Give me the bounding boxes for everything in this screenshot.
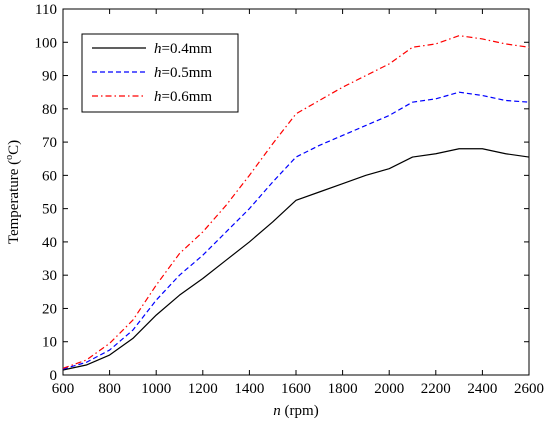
x-axis-title: n (rpm) xyxy=(273,403,318,419)
y-tick-label: 30 xyxy=(42,268,57,284)
y-tick-label: 90 xyxy=(42,69,57,85)
x-axis-variable: n xyxy=(273,403,281,419)
x-tick-label: 1800 xyxy=(328,381,358,397)
y-tick-label: 50 xyxy=(42,202,57,218)
x-axis-unit: (rpm) xyxy=(281,403,319,419)
x-tick-label: 2000 xyxy=(374,381,404,397)
y-tick-label: 80 xyxy=(42,102,57,118)
y-tick-label: 60 xyxy=(42,168,57,184)
y-tick-label: 0 xyxy=(50,368,58,384)
x-tick-label: 2400 xyxy=(467,381,497,397)
x-tick-label: 2200 xyxy=(421,381,451,397)
y-tick-label: 70 xyxy=(42,135,57,151)
y-axis-degree-superscript: o xyxy=(4,155,15,160)
x-tick-label: 1200 xyxy=(188,381,218,397)
series-line-2 xyxy=(62,91,530,370)
x-tick-label: 1600 xyxy=(281,381,311,397)
series-line-3 xyxy=(62,35,530,369)
y-tick-label: 100 xyxy=(35,35,58,51)
series-line-1 xyxy=(62,148,530,371)
y-tick-label: 40 xyxy=(42,235,57,251)
y-tick-label: 10 xyxy=(42,335,57,351)
y-axis-title-main: Temperature ( xyxy=(6,160,22,244)
axes: 600 800 1000 1200 1400 1600 1800 2000 2200 2400 26… xyxy=(35,2,545,397)
x-tick-label: 800 xyxy=(98,381,121,397)
legend: h=0.4mm h=0.5mm h=0.6mm xyxy=(81,33,239,113)
legend-label-2: h=0.5mm xyxy=(154,65,212,81)
y-tick-label: 110 xyxy=(35,2,57,18)
series-layer xyxy=(62,35,530,371)
legend-label-3: h=0.6mm xyxy=(154,89,212,105)
legend-box xyxy=(81,33,239,113)
x-tick-label: 1000 xyxy=(141,381,171,397)
x-tick-label: 2600 xyxy=(514,381,544,397)
y-axis-title-unit: C) xyxy=(6,140,22,155)
y-axis-title: Temperature (oC) xyxy=(4,140,22,244)
legend-label-1: h=0.4mm xyxy=(154,41,212,57)
x-tick-label: 600 xyxy=(52,381,75,397)
x-tick-label: 1400 xyxy=(234,381,264,397)
y-tick-label: 20 xyxy=(42,301,57,317)
